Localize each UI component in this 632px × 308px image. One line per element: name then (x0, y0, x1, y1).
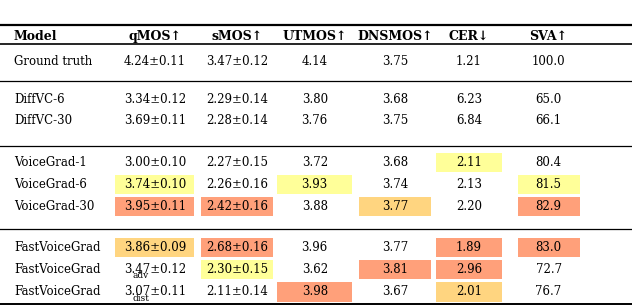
Text: adv: adv (132, 271, 149, 281)
Text: 2.29±0.14: 2.29±0.14 (206, 93, 268, 106)
Bar (359, 260, 431, 279)
Bar (518, 238, 580, 257)
Text: 2.11±0.14: 2.11±0.14 (206, 286, 268, 298)
Text: 66.1: 66.1 (535, 114, 562, 127)
Text: 2.13: 2.13 (456, 178, 482, 191)
Text: 3.95±0.11: 3.95±0.11 (124, 200, 186, 213)
Text: FastVoiceGrad: FastVoiceGrad (14, 241, 100, 254)
Text: 65.0: 65.0 (535, 93, 562, 106)
Bar (201, 260, 273, 279)
Text: 3.77: 3.77 (382, 241, 408, 254)
Text: 3.00±0.10: 3.00±0.10 (124, 156, 186, 169)
Text: 2.28±0.14: 2.28±0.14 (206, 114, 268, 127)
Bar (359, 197, 431, 216)
Text: 3.47±0.12: 3.47±0.12 (124, 263, 186, 276)
Text: 3.86±0.09: 3.86±0.09 (124, 241, 186, 254)
Text: 4.24±0.11: 4.24±0.11 (124, 55, 186, 68)
Bar (436, 260, 502, 279)
Text: 3.93: 3.93 (301, 178, 328, 191)
Text: 3.76: 3.76 (301, 114, 328, 127)
Bar (518, 175, 580, 194)
Text: Model: Model (14, 30, 58, 43)
Text: 100.0: 100.0 (532, 55, 566, 68)
Text: sMOS↑: sMOS↑ (211, 30, 263, 43)
Bar (518, 197, 580, 216)
Bar (115, 197, 195, 216)
Text: 1.21: 1.21 (456, 55, 482, 68)
Text: 80.4: 80.4 (535, 156, 562, 169)
Text: 3.69±0.11: 3.69±0.11 (124, 114, 186, 127)
Text: 2.96: 2.96 (456, 263, 482, 276)
Bar (436, 282, 502, 302)
Text: Ground truth: Ground truth (14, 55, 92, 68)
Text: DiffVC-6: DiffVC-6 (14, 93, 64, 106)
Text: DiffVC-30: DiffVC-30 (14, 114, 72, 127)
Text: SVA↑: SVA↑ (530, 30, 568, 43)
Text: 72.7: 72.7 (535, 263, 562, 276)
Text: dist: dist (132, 294, 149, 303)
Text: 3.75: 3.75 (382, 55, 408, 68)
Text: 3.88: 3.88 (301, 200, 328, 213)
Text: 3.81: 3.81 (382, 263, 408, 276)
Text: qMOS↑: qMOS↑ (128, 30, 181, 43)
Bar (277, 175, 352, 194)
Text: 2.30±0.15: 2.30±0.15 (206, 263, 268, 276)
Text: 2.20: 2.20 (456, 200, 482, 213)
Text: VoiceGrad-1: VoiceGrad-1 (14, 156, 87, 169)
Text: 3.74: 3.74 (382, 178, 408, 191)
Text: 2.26±0.16: 2.26±0.16 (206, 178, 268, 191)
Bar (115, 175, 195, 194)
Text: 3.62: 3.62 (301, 263, 328, 276)
Text: 6.23: 6.23 (456, 93, 482, 106)
Text: 3.74±0.10: 3.74±0.10 (124, 178, 186, 191)
Text: 3.72: 3.72 (301, 156, 328, 169)
Text: VoiceGrad-30: VoiceGrad-30 (14, 200, 94, 213)
Text: 3.80: 3.80 (301, 93, 328, 106)
Text: 6.84: 6.84 (456, 114, 482, 127)
Text: 3.67: 3.67 (382, 286, 408, 298)
Bar (436, 238, 502, 257)
Text: 2.01: 2.01 (456, 286, 482, 298)
Text: 3.75: 3.75 (382, 114, 408, 127)
Text: 1.89: 1.89 (456, 241, 482, 254)
Text: 3.47±0.12: 3.47±0.12 (206, 55, 268, 68)
Text: CER↓: CER↓ (449, 30, 489, 43)
Bar (201, 238, 273, 257)
Text: 76.7: 76.7 (535, 286, 562, 298)
Bar (436, 153, 502, 172)
Text: FastVoiceGrad: FastVoiceGrad (14, 286, 100, 298)
Text: 3.68: 3.68 (382, 93, 408, 106)
Text: UTMOS↑: UTMOS↑ (283, 30, 347, 43)
Text: 2.11: 2.11 (456, 156, 482, 169)
Text: 2.27±0.15: 2.27±0.15 (206, 156, 268, 169)
Text: 83.0: 83.0 (535, 241, 562, 254)
Bar (115, 238, 195, 257)
Bar (277, 282, 352, 302)
Text: 2.68±0.16: 2.68±0.16 (206, 241, 268, 254)
Text: DNSMOS↑: DNSMOS↑ (357, 30, 433, 43)
Text: 2.42±0.16: 2.42±0.16 (206, 200, 268, 213)
Text: VoiceGrad-6: VoiceGrad-6 (14, 178, 87, 191)
Text: 82.9: 82.9 (535, 200, 562, 213)
Text: 3.77: 3.77 (382, 200, 408, 213)
Text: 4.14: 4.14 (301, 55, 328, 68)
Text: 3.98: 3.98 (301, 286, 328, 298)
Text: 3.96: 3.96 (301, 241, 328, 254)
Text: 81.5: 81.5 (535, 178, 562, 191)
Text: 3.34±0.12: 3.34±0.12 (124, 93, 186, 106)
Text: 3.07±0.11: 3.07±0.11 (124, 286, 186, 298)
Text: FastVoiceGrad: FastVoiceGrad (14, 263, 100, 276)
Text: 3.68: 3.68 (382, 156, 408, 169)
Bar (201, 197, 273, 216)
